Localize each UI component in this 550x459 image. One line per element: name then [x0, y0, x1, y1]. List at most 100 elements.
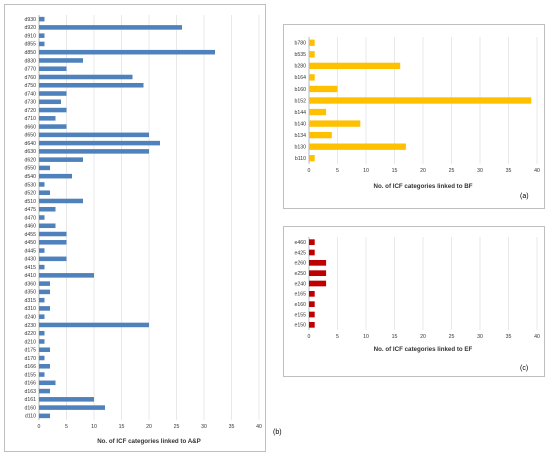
bar-d415	[39, 264, 45, 270]
category-label: e250	[294, 271, 306, 277]
bar-b160	[309, 85, 338, 93]
category-label: d520	[24, 191, 36, 197]
bar-d750	[39, 82, 144, 88]
category-label: d110	[25, 414, 36, 420]
category-label: d240	[24, 315, 36, 321]
category-label: b110	[295, 156, 306, 162]
x-tick-label: 30	[477, 334, 483, 340]
panel-label-c: (c)	[520, 365, 529, 372]
bar-d310	[39, 306, 50, 311]
bar-d470	[39, 215, 45, 220]
category-label: b152	[294, 98, 306, 104]
x-tick-label: 0	[308, 334, 311, 340]
x-axis-title: No. of ICF categories linked to EF	[374, 346, 473, 353]
category-label: d740	[24, 91, 36, 97]
bar-b140	[309, 120, 361, 127]
category-label: d460	[24, 224, 36, 230]
x-axis-title: No. of ICF categories linked to A&P	[97, 438, 201, 445]
x-tick-label: 5	[336, 168, 339, 174]
bar-e460	[309, 239, 315, 246]
bar-d920	[39, 25, 182, 30]
x-tick-label: 5	[336, 334, 339, 340]
category-label: d230	[24, 323, 36, 329]
x-tick-label: 15	[119, 424, 125, 430]
bar-b280	[309, 62, 401, 70]
category-label: d315	[24, 298, 36, 304]
bar-b110	[309, 155, 315, 162]
x-tick-label: 25	[174, 424, 180, 430]
category-label: d850	[24, 50, 36, 56]
bar-e260	[309, 259, 327, 266]
category-label: d360	[24, 281, 36, 287]
category-label: d430	[24, 257, 36, 263]
category-label: b535	[294, 52, 306, 58]
category-label: e150	[294, 323, 306, 329]
bar-d163	[39, 388, 50, 394]
bar-b144	[309, 108, 327, 116]
x-tick-label: 20	[146, 424, 152, 430]
bar-d540	[39, 173, 72, 179]
category-label: e460	[294, 240, 306, 246]
bar-d760	[39, 74, 133, 80]
x-tick-label: 15	[392, 168, 398, 174]
category-label: d163	[24, 389, 36, 395]
category-label: b160	[294, 87, 306, 93]
bar-d740	[39, 91, 67, 96]
category-label: d660	[24, 124, 36, 130]
x-tick-label: 25	[449, 168, 455, 174]
bar-d315	[39, 297, 45, 303]
bar-d910	[39, 33, 45, 38]
category-label: d720	[24, 108, 36, 114]
x-tick-label: 10	[363, 334, 369, 340]
category-label: d770	[24, 67, 36, 73]
bar-d720	[39, 107, 67, 113]
panel-body-functions: 0 5 10 15 20 25 30 35 40 b780 b535 b280 b164 b160 b152…	[283, 24, 545, 209]
category-label: d910	[24, 33, 36, 39]
category-label: e260	[294, 261, 306, 267]
category-label: d730	[24, 100, 36, 106]
x-tick-label: 10	[91, 424, 97, 430]
category-label: e165	[294, 292, 306, 298]
x-tick-label: 25	[449, 334, 455, 340]
category-label: d855	[24, 42, 36, 48]
bar-d350	[39, 289, 50, 295]
bar-d630	[39, 149, 149, 154]
bar-d520	[39, 190, 50, 195]
x-tick-label: 30	[201, 424, 207, 430]
category-label: b280	[294, 64, 306, 70]
bar-e425	[309, 249, 315, 256]
x-tick-label: 40	[534, 334, 540, 340]
category-label: d350	[24, 290, 36, 296]
x-tick-label: 35	[229, 424, 235, 430]
bar-d110	[39, 413, 50, 419]
bar-b130	[309, 143, 406, 150]
category-label: d310	[24, 306, 36, 312]
category-label: d175	[24, 348, 36, 354]
category-label: d170	[24, 356, 36, 362]
category-label: d530	[24, 182, 36, 188]
x-tick-label: 0	[38, 424, 41, 430]
bar-d530	[39, 182, 45, 187]
category-label: d220	[24, 331, 36, 337]
bar-d210	[39, 339, 45, 344]
bar-d455	[39, 231, 67, 237]
bar-d650	[39, 132, 149, 138]
x-tick-label: 20	[420, 168, 426, 174]
x-tick-label: 5	[65, 424, 68, 430]
bar-d166	[39, 364, 50, 369]
chart-ap: 0 5 10 15 20 25 30 35 40 d930 d920 d910 d855 d850 d830…	[24, 15, 262, 445]
bar-d710	[39, 116, 56, 121]
category-label: d155	[24, 372, 36, 378]
category-label: d210	[24, 339, 36, 345]
category-label: d166	[24, 381, 36, 387]
bar-d166	[39, 380, 56, 386]
panel-activities-participation: 0 5 10 15 20 25 30 35 40 d930 d920 d910 d855 d850 d830…	[4, 4, 282, 452]
bar-d445	[39, 248, 45, 253]
bar-d155	[39, 372, 45, 377]
bar-e250	[309, 270, 327, 277]
bar-d360	[39, 281, 50, 286]
category-label: b134	[294, 133, 306, 139]
category-label: e240	[294, 281, 306, 287]
bar-d450	[39, 240, 67, 245]
category-label: e155	[294, 312, 306, 318]
